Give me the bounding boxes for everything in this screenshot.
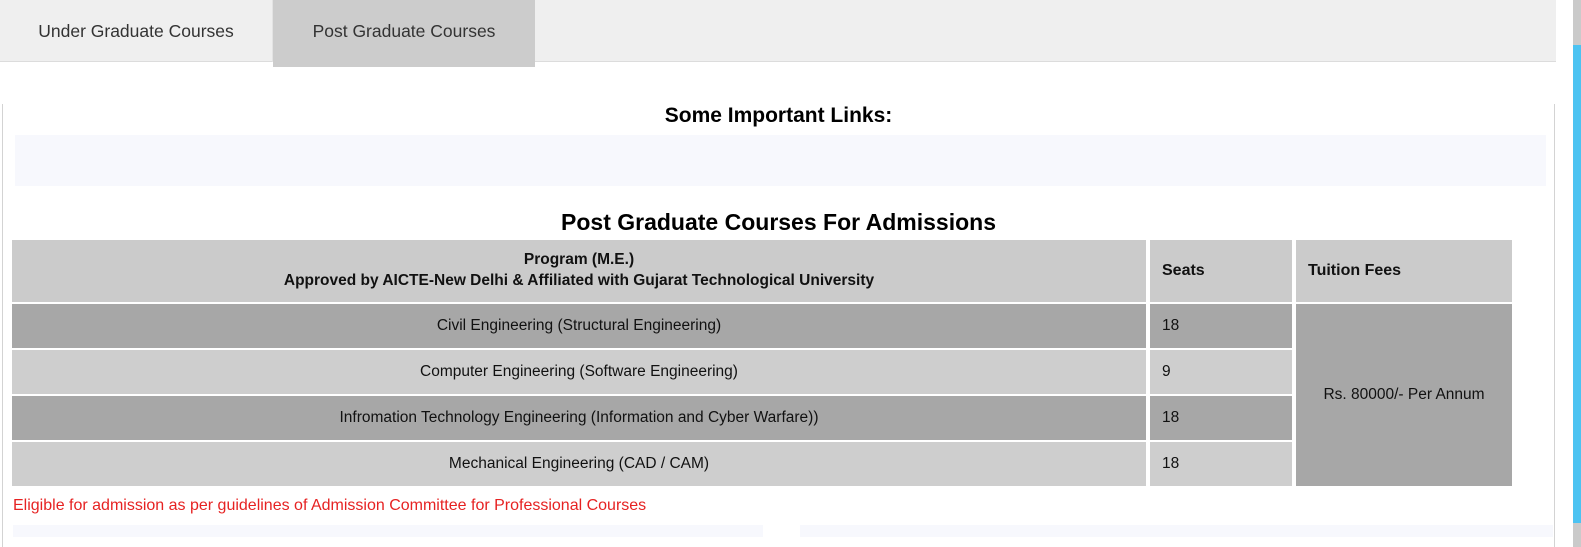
admissions-page-title: Post Graduate Courses For Admissions bbox=[561, 209, 996, 235]
course-tabs: Under Graduate Courses Post Graduate Cou… bbox=[0, 0, 1556, 67]
table-header-row: Program (M.E.) Approved by AICTE-New Del… bbox=[12, 240, 1512, 302]
seats-column-header: Seats bbox=[1150, 240, 1292, 302]
vertical-scrollbar[interactable] bbox=[1573, 0, 1581, 547]
fees-column-header: Tuition Fees bbox=[1296, 240, 1512, 302]
program-header-line1: Program (M.E.) bbox=[523, 251, 635, 269]
seats-cell: 18 bbox=[1150, 396, 1292, 440]
program-cell: Infromation Technology Engineering (Info… bbox=[12, 396, 1146, 440]
tab-post-graduate-courses[interactable]: Post Graduate Courses bbox=[273, 0, 535, 67]
tab-label: Under Graduate Courses bbox=[38, 20, 234, 41]
bottom-panels bbox=[13, 525, 1554, 537]
seats-cell: 9 bbox=[1150, 350, 1292, 394]
bottom-panel-left bbox=[13, 525, 763, 537]
program-cell: Computer Engineering (Software Engineeri… bbox=[12, 350, 1146, 394]
tuition-fee-cell: Rs. 80000/- Per Annum bbox=[1296, 304, 1512, 486]
bottom-panel-right bbox=[800, 525, 1553, 537]
eligibility-note: Eligible for admission as per guidelines… bbox=[13, 497, 647, 514]
pg-courses-table: Program (M.E.) Approved by AICTE-New Del… bbox=[8, 238, 1516, 488]
table-row: Computer Engineering (Software Engineeri… bbox=[12, 350, 1512, 394]
table-row: Mechanical Engineering (CAD / CAM) 18 bbox=[12, 442, 1512, 486]
program-header-line2: Approved by AICTE-New Delhi & Affiliated… bbox=[283, 272, 875, 289]
program-cell: Civil Engineering (Structural Engineerin… bbox=[12, 304, 1146, 348]
tab-under-graduate-courses[interactable]: Under Graduate Courses bbox=[0, 0, 273, 62]
seats-cell: 18 bbox=[1150, 304, 1292, 348]
seats-cell: 18 bbox=[1150, 442, 1292, 486]
content-area: Some Important Links: Post Graduate Cour… bbox=[2, 104, 1555, 547]
important-links-heading: Some Important Links: bbox=[664, 104, 893, 127]
scrollbar-thumb[interactable] bbox=[1573, 45, 1581, 523]
important-links-container bbox=[15, 135, 1546, 186]
program-cell: Mechanical Engineering (CAD / CAM) bbox=[12, 442, 1146, 486]
tab-label: Post Graduate Courses bbox=[312, 20, 496, 41]
program-column-header: Program (M.E.) Approved by AICTE-New Del… bbox=[12, 240, 1146, 302]
table-row: Civil Engineering (Structural Engineerin… bbox=[12, 304, 1512, 486]
table-row: Infromation Technology Engineering (Info… bbox=[12, 396, 1512, 440]
